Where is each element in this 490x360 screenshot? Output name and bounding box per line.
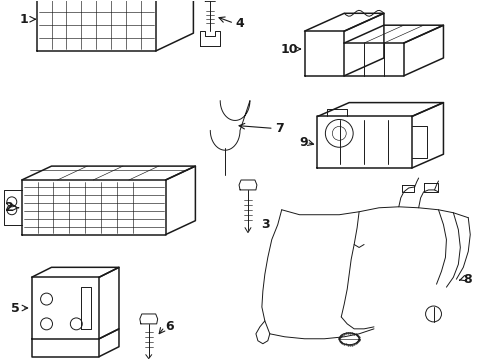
Text: 1: 1 (19, 13, 28, 26)
Text: 3: 3 (261, 218, 270, 231)
Text: 8: 8 (464, 273, 472, 286)
Text: 5: 5 (11, 302, 20, 315)
Text: 2: 2 (5, 201, 14, 214)
Text: 9: 9 (299, 136, 308, 149)
Text: 6: 6 (166, 320, 174, 333)
Text: 4: 4 (235, 17, 244, 30)
Text: 7: 7 (275, 122, 284, 135)
Text: 10: 10 (280, 42, 297, 55)
